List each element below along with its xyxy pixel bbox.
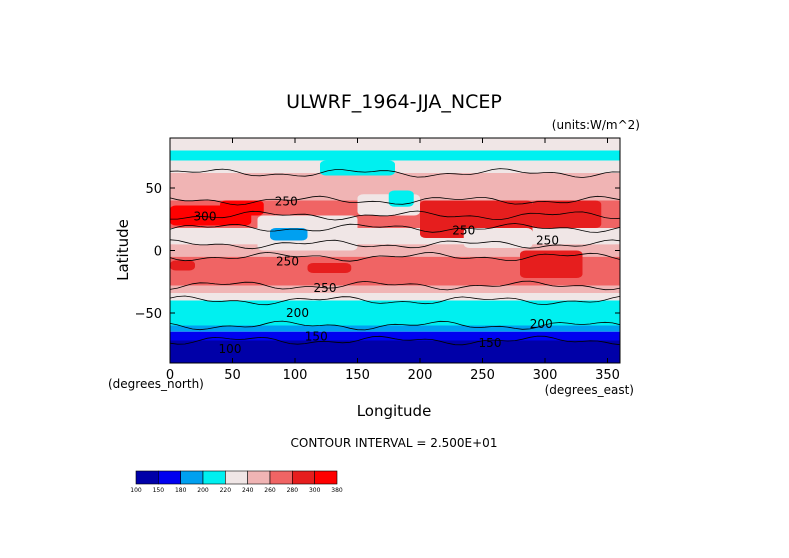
contour-line-2 bbox=[170, 210, 621, 221]
x-tick-label-4: 200 bbox=[408, 368, 433, 383]
colorbar-swatch-6 bbox=[269, 470, 293, 485]
region-12 bbox=[520, 250, 583, 278]
contour-label-8: 150 bbox=[305, 330, 328, 344]
y-ticks: 50 0 −50 bbox=[135, 182, 620, 322]
contour-label-1: 250 bbox=[275, 195, 298, 209]
contour-line-5 bbox=[169, 251, 621, 262]
colorbar-swatch-7 bbox=[292, 470, 315, 485]
colorbar-tick-4: 220 bbox=[220, 487, 232, 494]
x-tick-label-2: 100 bbox=[283, 368, 308, 383]
lat-band-11 bbox=[170, 285, 620, 293]
region-7 bbox=[320, 160, 395, 176]
lat-band-16 bbox=[170, 331, 620, 341]
lat-band-15 bbox=[170, 325, 620, 332]
x-unit-label: (degrees_east) bbox=[545, 383, 634, 397]
colorbar-swatch-3 bbox=[202, 470, 226, 485]
lat-band-10 bbox=[170, 273, 620, 286]
x-tick-label-6: 300 bbox=[533, 368, 558, 383]
colorbar-swatch-5 bbox=[247, 470, 271, 485]
colorbar-tick-0: 100 bbox=[130, 487, 142, 494]
region-4 bbox=[270, 228, 308, 241]
contour-label-0: 300 bbox=[194, 210, 217, 224]
contour-line-1 bbox=[169, 195, 621, 206]
region-2 bbox=[170, 228, 220, 245]
colorbar-tick-6: 260 bbox=[264, 487, 276, 494]
colorbar-tick-1: 150 bbox=[153, 487, 165, 494]
contour-line-0 bbox=[169, 168, 621, 178]
colorbar-tick-8: 300 bbox=[309, 487, 321, 494]
y-unit-label: (degrees_north) bbox=[108, 377, 204, 391]
x-axis-label: Longitude bbox=[357, 402, 432, 420]
y-tick-label-1: 0 bbox=[154, 245, 162, 260]
contour-label-6: 200 bbox=[286, 306, 309, 320]
colorbar-tick-3: 200 bbox=[197, 487, 209, 494]
x-ticks: 0 50 100 150 200 250 300 350 bbox=[166, 138, 620, 383]
colorbar-swatch-4 bbox=[225, 470, 248, 485]
colorbar-swatch-8 bbox=[314, 470, 338, 485]
colorbar: 100 150 180 200 220 240 260 280 300 380 bbox=[130, 470, 343, 494]
contour-label-2: 250 bbox=[452, 223, 475, 237]
colorbar-tick-7: 280 bbox=[287, 487, 299, 494]
y-axis-label: Latitude bbox=[114, 219, 132, 281]
lat-band-14 bbox=[170, 313, 620, 326]
x-tick-label-0: 0 bbox=[166, 368, 174, 383]
contour-label-5: 250 bbox=[314, 281, 337, 295]
x-tick-label-5: 250 bbox=[470, 368, 495, 383]
chart-title: ULWRF_1964-JJA_NCEP bbox=[286, 91, 502, 113]
contour-line-9 bbox=[169, 335, 621, 346]
heatmap-plot bbox=[169, 138, 621, 363]
lat-band-0 bbox=[170, 138, 620, 151]
lat-band-17 bbox=[170, 340, 620, 363]
lat-band-1 bbox=[170, 150, 620, 161]
region-14 bbox=[170, 260, 195, 271]
contour-label-4: 250 bbox=[276, 255, 299, 269]
x-tick-label-3: 150 bbox=[345, 368, 370, 383]
contour-line-6 bbox=[169, 280, 621, 291]
region-6 bbox=[388, 190, 414, 207]
contour-label-10: 100 bbox=[219, 342, 242, 356]
contour-label-7: 200 bbox=[530, 317, 553, 331]
lat-band-13 bbox=[170, 300, 620, 313]
colorbar-swatch-1 bbox=[158, 470, 181, 485]
units-label: (units:W/m^2) bbox=[552, 118, 640, 132]
contour-line-3 bbox=[169, 223, 621, 233]
colorbar-swatch-0 bbox=[135, 470, 159, 485]
x-tick-label-1: 50 bbox=[224, 368, 241, 383]
lat-band-12 bbox=[170, 293, 620, 301]
y-tick-label-0: 50 bbox=[145, 182, 162, 197]
contour-interval: CONTOUR INTERVAL = 2.500E+01 bbox=[291, 436, 498, 450]
region-11 bbox=[582, 228, 620, 245]
colorbar-tick-5: 240 bbox=[242, 487, 254, 494]
y-tick-label-2: −50 bbox=[135, 307, 162, 322]
colorbar-tick-9: 380 bbox=[331, 487, 343, 494]
contour-labels: 300 250 250 250 250 250 200 200 150 150 100 bbox=[194, 195, 559, 357]
colorbar-swatch-2 bbox=[180, 470, 204, 485]
region-10 bbox=[532, 200, 602, 228]
contour-label-9: 150 bbox=[479, 336, 502, 350]
region-13 bbox=[307, 263, 352, 273]
contour-line-8 bbox=[169, 320, 621, 331]
x-tick-label-7: 350 bbox=[595, 368, 620, 383]
contour-line-4 bbox=[169, 239, 621, 250]
colorbar-tick-2: 180 bbox=[175, 487, 187, 494]
lat-band-3 bbox=[170, 173, 620, 188]
contour-label-3: 250 bbox=[536, 233, 559, 247]
contour-line-7 bbox=[169, 295, 621, 306]
